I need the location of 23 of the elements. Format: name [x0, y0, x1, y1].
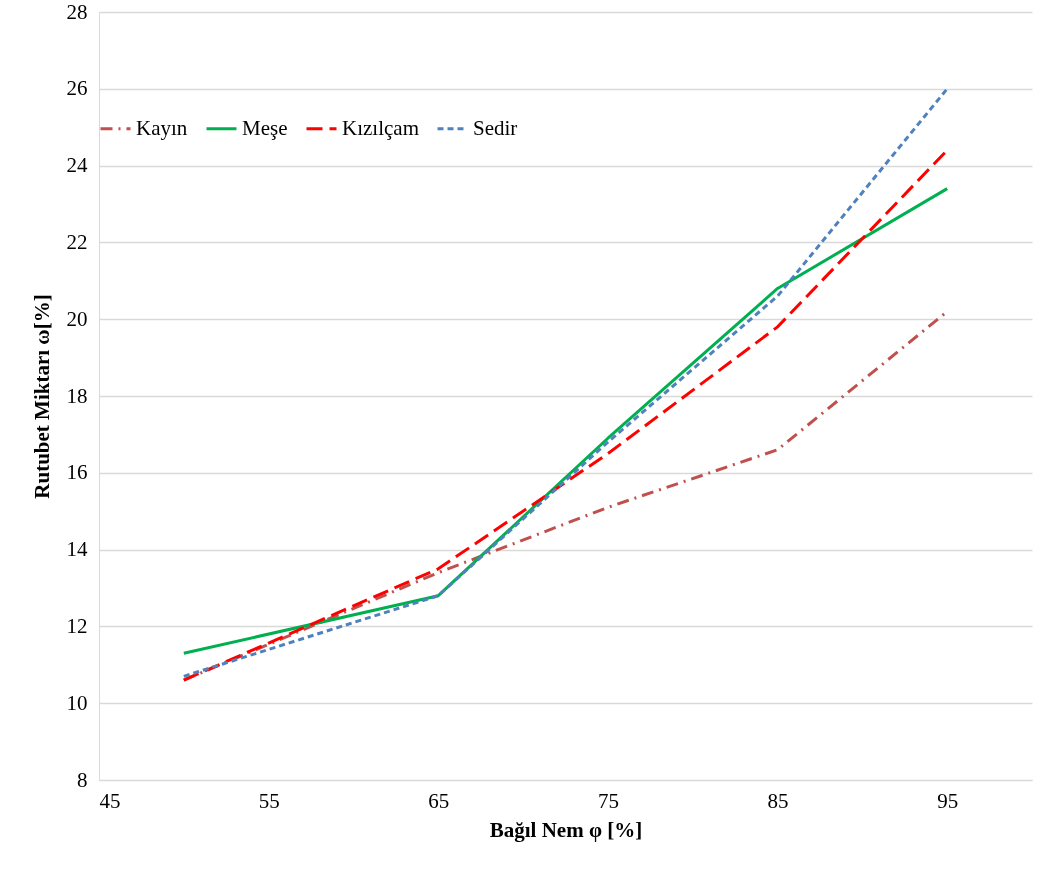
legend-label: Kayın [136, 115, 188, 140]
y-tick-label: 14 [66, 537, 88, 562]
legend-label: Meşe [242, 115, 288, 140]
x-tick-label: 85 [767, 788, 789, 813]
x-tick-label: 55 [258, 788, 280, 813]
x-axis-title: Bağıl Nem φ [%] [489, 817, 643, 842]
y-tick-label: 22 [66, 229, 88, 254]
y-tick-label: 12 [66, 613, 88, 638]
x-tick-label: 75 [597, 788, 619, 813]
y-tick-label: 26 [66, 76, 88, 101]
legend-label: Sedir [473, 115, 518, 140]
x-tick-label: 95 [937, 788, 959, 813]
y-tick-label: 20 [66, 306, 88, 331]
y-tick-label: 24 [66, 153, 88, 178]
y-axis-title: Rutubet Miktarı ω[%] [29, 294, 54, 499]
y-tick-label: 10 [66, 690, 88, 715]
y-tick-label: 16 [66, 460, 88, 485]
x-tick-label: 45 [99, 788, 121, 813]
y-tick-label: 18 [66, 383, 88, 408]
y-tick-label: 28 [66, 0, 88, 24]
y-tick-label: 8 [77, 767, 88, 792]
x-tick-label: 65 [428, 788, 450, 813]
legend-label: Kızılçam [342, 115, 419, 140]
